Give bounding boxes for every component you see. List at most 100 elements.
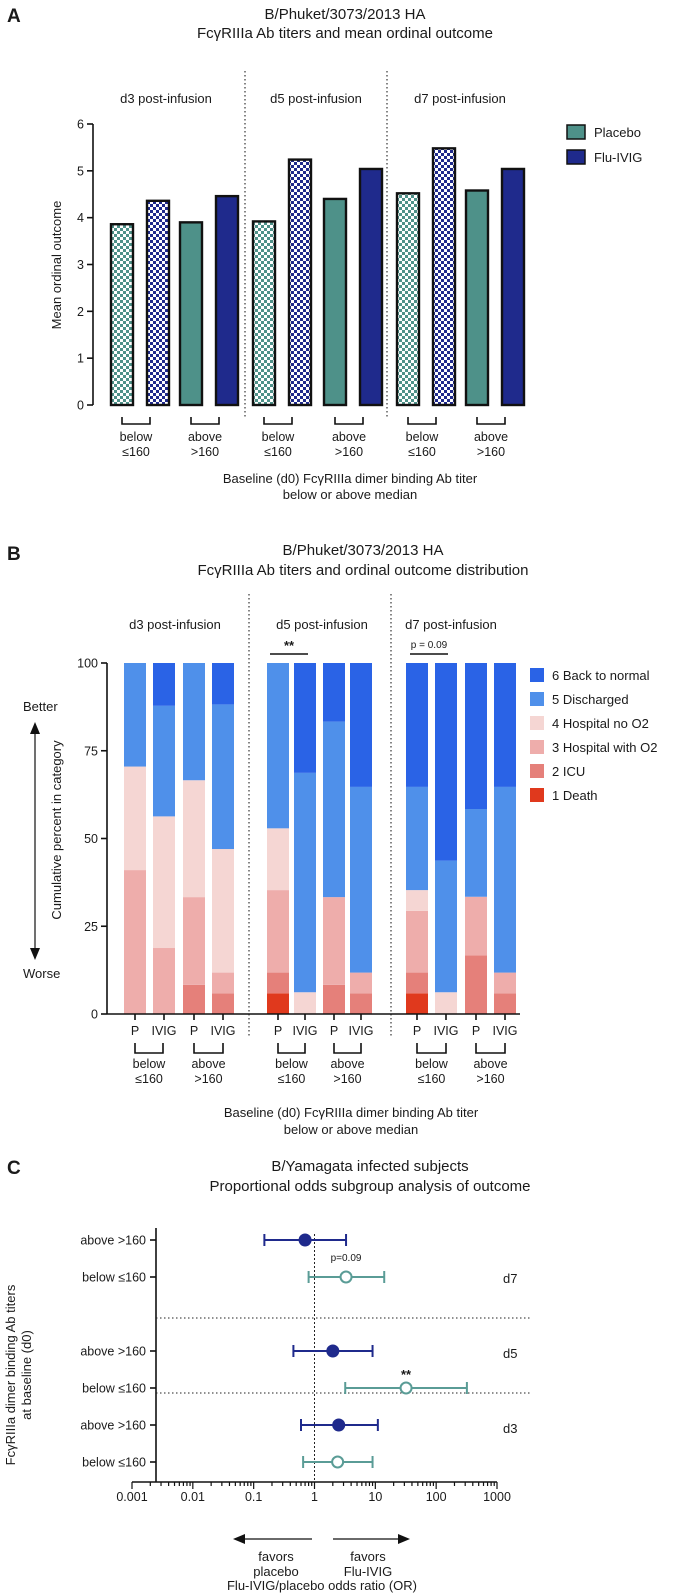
group-bracket: [475, 1043, 506, 1054]
panel-b-day-label: d3 post-infusion: [129, 617, 221, 632]
day-label: d7: [503, 1271, 517, 1286]
stacked-segment-cat5: [323, 721, 345, 898]
stacked-segment-cat6: [294, 663, 316, 773]
group-label-line1: above: [191, 1057, 225, 1071]
row-label: below ≤160: [82, 1456, 146, 1470]
arrow-left-icon: [233, 1534, 245, 1544]
stacked-segment-cat4: [153, 816, 175, 949]
stacked-segment-cat3: [183, 897, 205, 985]
stacked-segment-cat3: [153, 948, 175, 1014]
bar-label: P: [472, 1024, 480, 1038]
stacked-segment-cat2: [406, 972, 428, 994]
stacked-segment-cat6: [212, 663, 234, 705]
bar-label: IVIG: [492, 1024, 517, 1038]
group-bracket: [334, 417, 364, 425]
stacked-segment-cat5: [212, 704, 234, 850]
stacked-segment-cat4: [406, 890, 428, 911]
bar-label: IVIG: [433, 1024, 458, 1038]
stacked-segment-cat2: [267, 972, 289, 994]
panel-b-legend: 6 Back to normal 5 Discharged 4 Hospital n…: [530, 668, 658, 803]
legend-swatch: [530, 668, 544, 682]
bar-placebo: [251, 220, 277, 407]
panel-b-letter: B: [7, 544, 21, 565]
stacked-segment-cat1: [406, 993, 428, 1014]
panel-a: A B/Phuket/3073/2013 HA FcγRIIIa Ab tite…: [7, 6, 642, 502]
panel-b-x-axis-label-line1: Baseline (d0) FcγRIIIa dimer binding Ab …: [224, 1105, 479, 1120]
legend-label: 3 Hospital with O2: [552, 740, 658, 755]
panel-a-letter: A: [7, 6, 21, 27]
panel-b-day-label: d7 post-infusion: [405, 617, 497, 632]
stacked-segment-cat4: [267, 828, 289, 891]
panel-a-group-labels: below≤160above>160below≤160above>160belo…: [120, 417, 508, 459]
y-tick-label: 3: [77, 258, 84, 272]
stacked-segment-cat5: [465, 809, 487, 897]
bar-flu-ivig: [431, 147, 457, 407]
row-annotation: **: [401, 1367, 412, 1382]
group-bracket: [121, 417, 151, 425]
bar-flu-ivig: [500, 167, 526, 407]
better-worse-arrow: [30, 722, 40, 960]
bar-flu-ivig: [214, 194, 240, 407]
group-label-line2: >160: [333, 1072, 361, 1086]
day-label: d5: [503, 1346, 517, 1361]
y-tick-label: 50: [84, 832, 98, 846]
bar-placebo: [109, 223, 135, 407]
stacked-segment-cat4: [124, 766, 146, 871]
bar-placebo: [395, 192, 421, 407]
group-bracket: [476, 417, 506, 425]
stacked-segment-cat5: [494, 786, 516, 973]
group-label-line2: ≤160: [264, 445, 292, 459]
y-tick-label: 4: [77, 211, 84, 225]
stacked-segment-cat3: [323, 897, 345, 985]
group-label-line2: >160: [476, 1072, 504, 1086]
group-label-line1: below: [406, 430, 440, 444]
bar-label: P: [190, 1024, 198, 1038]
significance-stars: **: [284, 638, 295, 653]
x-tick-label: 1: [311, 1490, 318, 1504]
legend-swatch: [530, 716, 544, 730]
panel-c-x-axis-label: Flu-IVIG/placebo odds ratio (OR): [227, 1578, 417, 1593]
y-tick-label: 75: [84, 744, 98, 758]
y-tick-label: 2: [77, 305, 84, 319]
row-annotation: p=0.09: [331, 1253, 362, 1264]
group-label-line1: below: [120, 430, 154, 444]
panel-c-title-line2: Proportional odds subgroup analysis of o…: [209, 1178, 530, 1195]
panel-b-day-labels: d3 post-infusion d5 post-infusion d7 post-…: [129, 617, 497, 632]
group-label-line1: above: [188, 430, 222, 444]
stacked-segment-cat3: [267, 890, 289, 973]
bar-label: IVIG: [348, 1024, 373, 1038]
stacked-segment-cat3: [212, 972, 234, 994]
group-label-line2: >160: [477, 445, 505, 459]
panel-b-annotations: ** p = 0.09: [270, 638, 448, 655]
x-tick-label: 10: [368, 1490, 382, 1504]
panel-c-axes: 0.001 0.01 0.1 1 10 100 1000 d7 d5 d3: [116, 1228, 530, 1504]
bar-label: IVIG: [292, 1024, 317, 1038]
y-tick-label: 0: [77, 399, 84, 413]
legend-label: Placebo: [594, 125, 641, 140]
stacked-segment-cat5: [294, 772, 316, 993]
panel-c-title-line1: B/Yamagata infected subjects: [271, 1158, 468, 1175]
x-tick-label: 0.001: [116, 1490, 147, 1504]
panel-a-y-axis-label: Mean ordinal outcome: [49, 201, 64, 330]
panel-c: C B/Yamagata infected subjects Proportio…: [3, 1158, 531, 1593]
bar-placebo: [464, 189, 490, 407]
panel-b-x-axis-label-line2: below or above median: [284, 1122, 418, 1137]
panel-a-dividers: [244, 71, 388, 418]
stacked-segment-cat2: [350, 993, 372, 1014]
bar-placebo: [322, 197, 348, 407]
panel-c-y-axis-label-line2: at baseline (d0): [19, 1330, 34, 1420]
group-label-line2: ≤160: [418, 1072, 446, 1086]
favors-placebo-line2: placebo: [253, 1564, 299, 1579]
panel-b-stacked-bars: [124, 663, 516, 1014]
bar-label: P: [413, 1024, 421, 1038]
group-label-line2: ≤160: [278, 1072, 306, 1086]
stacked-segment-cat3: [406, 910, 428, 973]
bar-label: P: [274, 1024, 282, 1038]
legend-label: 2 ICU: [552, 764, 585, 779]
legend-swatch: [566, 149, 586, 165]
stacked-segment-cat5: [124, 663, 146, 767]
stacked-segment-cat2: [183, 984, 205, 1014]
stacked-segment-cat2: [212, 993, 234, 1014]
stacked-segment-cat2: [494, 993, 516, 1014]
